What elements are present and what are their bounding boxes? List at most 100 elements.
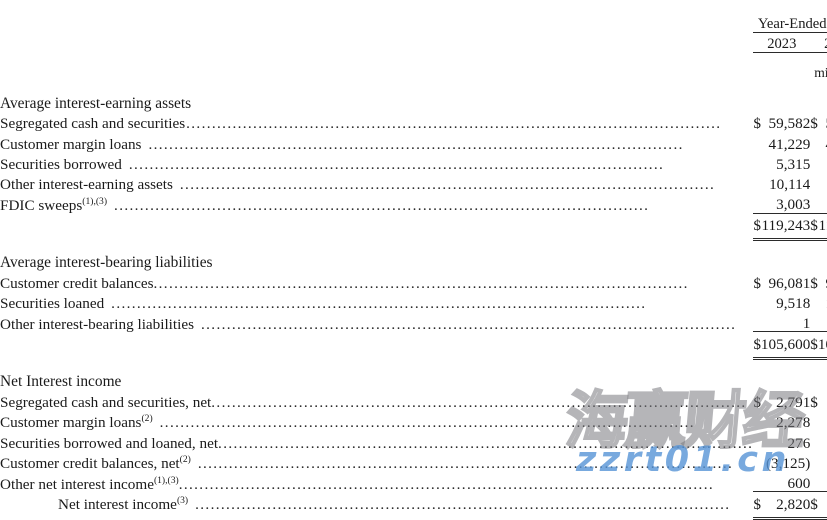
table-row: Other interest-earning assets ..........…: [0, 172, 827, 192]
cell-currency: $: [753, 275, 761, 292]
row-label-text: Securities loaned: [0, 295, 105, 312]
total-currency: $: [753, 331, 761, 352]
row-label-customer-credit-balances-net: Customer credit balances, net(2) .......…: [0, 451, 753, 472]
total-currency: $: [810, 491, 818, 512]
cell-currency: [810, 193, 818, 213]
cell-value-2023: 10,114: [769, 176, 811, 194]
section-gap-2: [0, 358, 827, 369]
dot-leader: ........................................…: [159, 415, 695, 431]
nii-total-rule-2022: [810, 512, 827, 520]
section-total-row-net-interest-income: Net interest income(3) .................…: [0, 491, 827, 513]
table-row: Segregated cash and securities .........…: [0, 111, 827, 131]
row-label-customer-credit-balances: Customer credit balances ...............…: [0, 271, 753, 291]
dot-leader: ........................................…: [128, 157, 665, 173]
cut-off-text-sliver: [0, 0, 520, 5]
column-header-2023: 2023: [753, 32, 811, 53]
dot-leader: ........................................…: [111, 296, 647, 312]
total-label-liabilities: [0, 332, 753, 352]
table-header-units-row: (in millions): [0, 52, 827, 80]
row-label-text: Securities borrowed and loaned, net: [0, 434, 219, 451]
footnote-marker: (2): [179, 454, 191, 466]
row-label-customer-margin-loans-net: Customer margin loans(2) ...............…: [0, 410, 753, 431]
row-label-customer-margin-loans: Customer margin loans ..................…: [0, 131, 753, 151]
row-label-text: Other net interest income(1),(3): [0, 474, 179, 492]
row-label-text: Segregated cash and securities: [0, 115, 186, 132]
cell-currency: [810, 172, 818, 192]
cell-value-2022: 10,095: [818, 291, 827, 311]
cell-currency: [810, 291, 818, 311]
cell-value-2022: 51,644: [818, 111, 827, 131]
dot-leader: ........................................…: [179, 177, 716, 193]
table-row: Other interest-bearing liabilities .....…: [0, 312, 827, 332]
cell-value-2022: 90,172: [818, 271, 827, 291]
cell-currency: [753, 291, 761, 311]
cell-currency: [753, 172, 761, 192]
row-label-base: Customer margin loans: [0, 414, 142, 431]
column-header-2022: 2022: [810, 32, 827, 53]
table-row: Customer credit balances ...............…: [0, 271, 827, 291]
dot-leader: ........................................…: [218, 435, 754, 451]
cell-value-2022: 742: [818, 390, 827, 410]
interest-income-table: Year-Ended December 31, 2023 2022 2021 (…: [0, 12, 827, 520]
total-value-2023: 105,600: [760, 331, 811, 352]
total-currency: $: [753, 212, 761, 233]
cell-currency: [810, 152, 818, 172]
cell-currency: [810, 312, 818, 332]
row-label-base: Other net interest income: [0, 475, 154, 492]
row-label-text: Customer margin loans: [0, 135, 142, 152]
units-spacer-2023: [753, 52, 810, 80]
cell-value-2023: 3,003: [776, 196, 811, 214]
assets-total-underline-row: [0, 233, 827, 241]
cell-currency: [810, 410, 818, 430]
footnote-marker: (1),(3): [153, 474, 179, 486]
cell-currency: [810, 431, 818, 451]
assets-total-rule-2023: [753, 233, 811, 241]
cell-currency: $: [753, 115, 761, 133]
total-value-2022: 110,235: [817, 212, 827, 233]
row-label-text: Other interest-bearing liabilities: [0, 315, 194, 332]
cell-value-2023: 2,278: [776, 414, 811, 432]
header-blank-label-2: [0, 32, 753, 52]
header-period-title: Year-Ended December 31,: [753, 12, 827, 33]
liabilities-total-rule-2022: [810, 352, 827, 360]
total-value-2022: 1,682: [817, 491, 827, 513]
row-label-text: Segregated cash and securities, net: [0, 393, 212, 411]
cell-value-2022: 4: [818, 312, 827, 332]
dot-leader: ........................................…: [148, 136, 684, 152]
cell-currency: $: [753, 393, 761, 411]
net-interest-income-total-underline-row: [0, 512, 827, 520]
cell-currency: $: [810, 275, 818, 292]
footnote-marker: (3): [176, 494, 189, 506]
table-row: Securities borrowed ....................…: [0, 152, 827, 172]
assets-total-rule-2022: [810, 233, 827, 241]
section-title-row-assets: Average interest-earning assets: [0, 91, 827, 111]
dot-leader: ........................................…: [186, 116, 722, 132]
cell-currency: [753, 410, 761, 430]
table-row: Customer margin loans(2) ...............…: [0, 410, 827, 432]
table-row: Customer margin loans ..................…: [0, 131, 827, 151]
section-title-average-interest-earning-assets: Average interest-earning assets: [0, 94, 192, 112]
section-gap-1: [0, 239, 827, 250]
dot-leader: ........................................…: [195, 496, 731, 513]
cell-value-2022: 2,229: [818, 193, 827, 213]
total-label-base: Net interest income: [58, 495, 177, 513]
dot-leader: ........................................…: [153, 276, 689, 292]
dot-leader: ........................................…: [211, 394, 747, 411]
row-label-text: FDIC sweeps(1),(3): [0, 196, 107, 213]
cell-value-2022: 3,961: [818, 152, 827, 172]
row-label-securities-borrowed: Securities borrowed ....................…: [0, 152, 753, 172]
row-label-securities-loaned: Securities loaned ......................…: [0, 291, 753, 311]
cell-value-2023: 5,315: [776, 156, 811, 174]
row-label-text: Customer credit balances, net(2): [0, 454, 191, 471]
cell-currency: [753, 431, 761, 451]
cell-value-2023: 1: [802, 315, 811, 333]
table-row: Securities loaned ......................…: [0, 291, 827, 311]
nii-total-rule-2023: [753, 512, 811, 520]
table-header-span-row: Year-Ended December 31,: [0, 12, 827, 33]
total-value-2023: 119,243: [760, 212, 811, 233]
row-label-segregated-cash-and-securities-net: Segregated cash and securities, net ....…: [0, 390, 753, 410]
cell-currency: $: [810, 115, 818, 133]
dot-leader: ........................................…: [114, 197, 650, 214]
cell-currency: [753, 152, 761, 172]
